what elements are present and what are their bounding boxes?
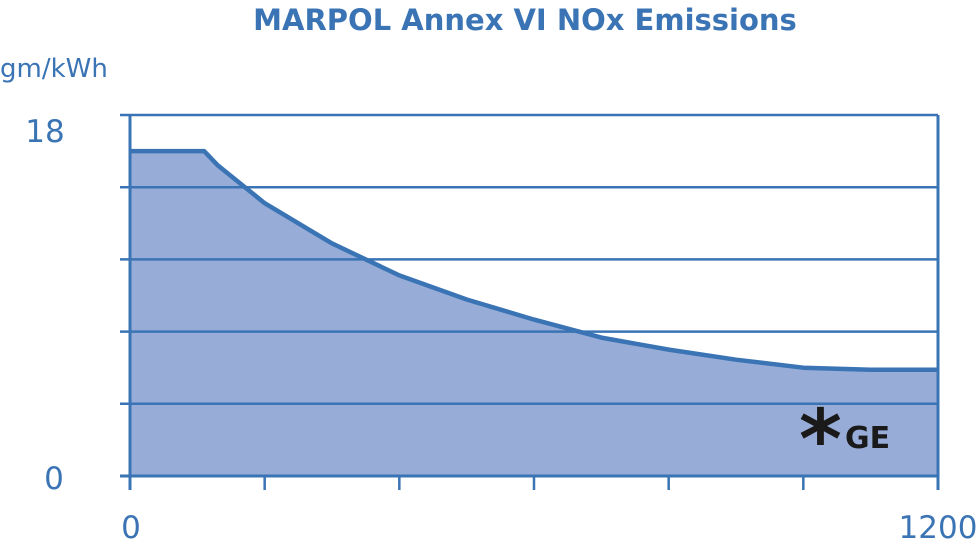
x-tick-label-max: 1200: [899, 510, 978, 541]
chart-title: MARPOL Annex VI NOx Emissions: [253, 3, 797, 37]
x-tick-label-min: 0: [121, 510, 141, 541]
y-axis-unit-label: gm/kWh: [0, 54, 108, 84]
y-tick-label-max: 18: [25, 114, 64, 150]
ge-mark-label: GE: [845, 421, 890, 456]
y-tick-label-min: 0: [44, 461, 64, 497]
grid-layer: [120, 113, 938, 406]
emission-limit-line: [130, 148, 938, 372]
emission-area-fill: [130, 151, 938, 476]
area-layer: [130, 151, 938, 476]
ge-asterisk-mark: *: [799, 393, 842, 488]
axis-layer: [120, 115, 940, 490]
